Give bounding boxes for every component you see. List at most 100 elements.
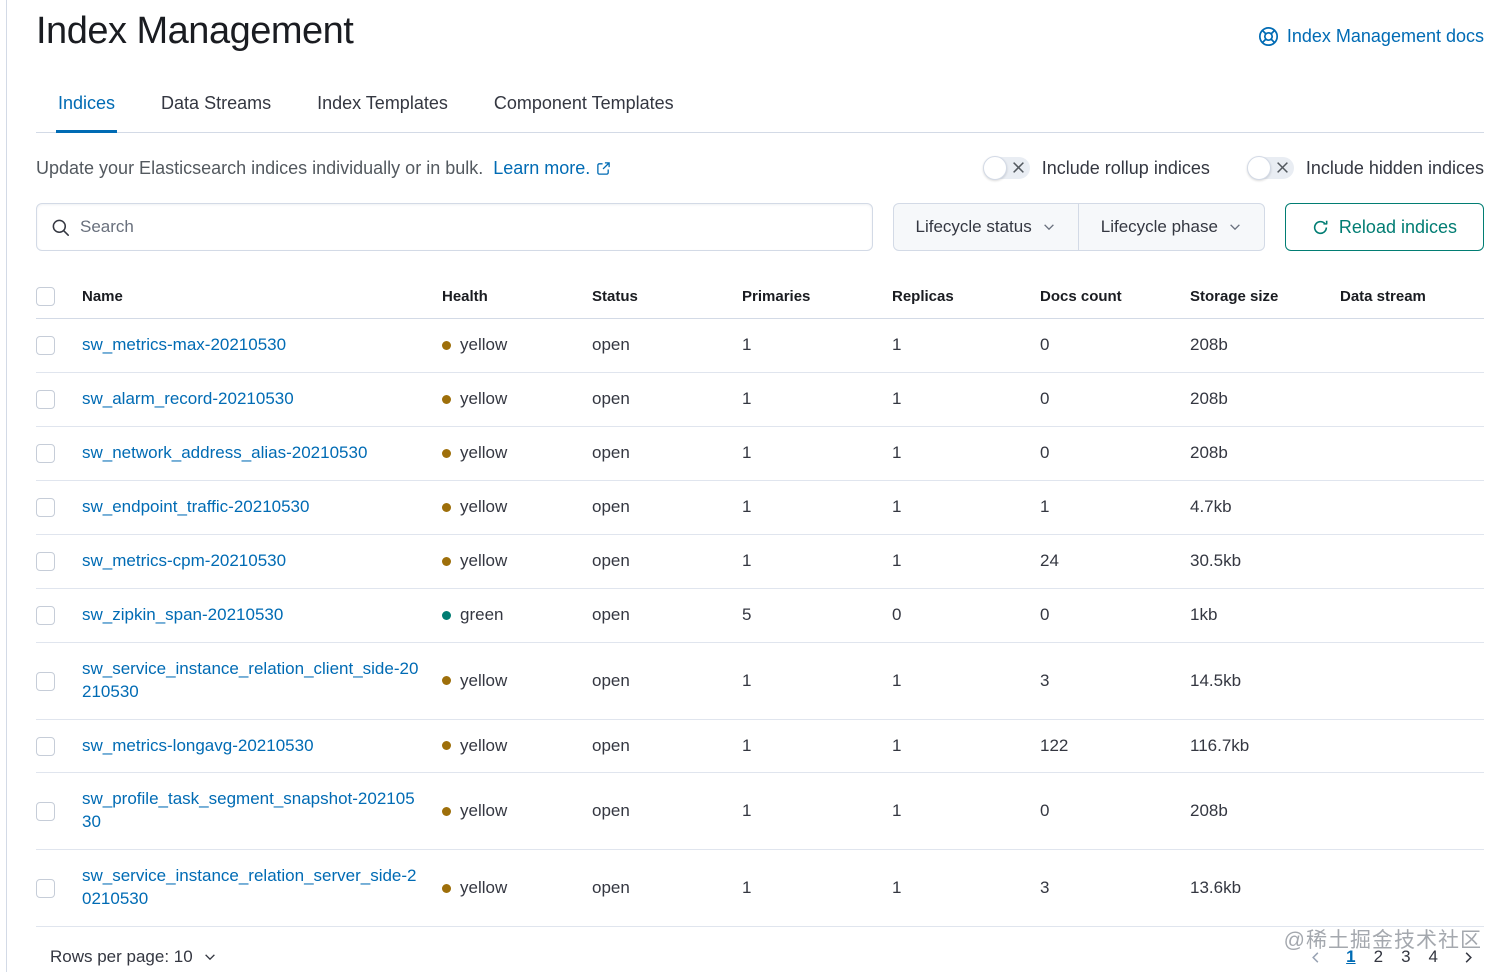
replicas-value: 1 [892,389,902,409]
filter-label: Lifecycle phase [1100,217,1218,236]
page-number-4[interactable]: 4 [1420,943,1447,971]
row-checkbox[interactable] [36,498,55,518]
help-life-ring-icon [1258,26,1279,47]
health-dot-icon [442,610,451,620]
replicas-value: 0 [892,605,902,625]
table-row: sw_service_instance_relation_client_side… [36,643,1484,720]
docs-count-value: 0 [1040,335,1050,355]
data-stream-value [1340,873,1484,903]
rows-per-page-button[interactable]: Rows per page: 10 [50,947,217,967]
search-box [36,203,873,251]
include-hidden-indices-toggle[interactable]: Include hidden indices [1246,156,1484,180]
docs-link[interactable]: Index Management docs [1258,26,1484,47]
toggle-label: Include hidden indices [1305,157,1484,178]
docs-count-value: 122 [1040,735,1069,755]
table-row: sw_metrics-max-20210530 yellow open 1 1 … [36,319,1484,373]
index-name-link[interactable]: sw_metrics-cpm-20210530 [82,550,287,570]
column-header-status: Status [592,288,638,305]
status-value: open [592,605,630,625]
health-label: yellow [460,801,508,821]
replicas-value: 1 [892,878,902,898]
table-body: sw_metrics-max-20210530 yellow open 1 1 … [36,319,1484,928]
docs-count-value: 0 [1040,443,1050,463]
storage-size-value: 4.7kb [1190,497,1232,517]
primaries-value: 1 [742,878,752,898]
health-label: green [460,605,504,625]
controls-row: Lifecycle status Lifecycle phase Reload … [36,203,1484,251]
lifecycle-status-filter[interactable]: Lifecycle status [894,204,1078,250]
lifecycle-phase-filter[interactable]: Lifecycle phase [1077,204,1264,250]
toggle-switch-off-icon [1246,156,1294,180]
previous-page-button[interactable] [1300,946,1331,969]
search-icon [51,218,70,237]
tab-index-templates[interactable]: Index Templates [317,93,448,113]
row-checkbox[interactable] [36,736,55,756]
tab-data-streams[interactable]: Data Streams [161,93,272,113]
table-row: sw_endpoint_traffic-20210530 yellow open… [36,481,1484,535]
page-left-edge [6,0,7,972]
health-label: yellow [460,497,508,517]
column-header-health: Health [442,288,488,305]
indices-table: Name Health Status Primaries Replicas Do… [36,277,1484,928]
tab-component-templates[interactable]: Component Templates [493,93,674,113]
index-name-link[interactable]: sw_metrics-max-20210530 [82,335,287,354]
data-stream-value [1340,384,1484,414]
table-row: sw_network_address_alias-20210530 yellow… [36,427,1484,481]
row-checkbox[interactable] [36,606,55,626]
storage-size-value: 208b [1190,443,1228,463]
page-description: Update your Elasticsearch indices indivi… [36,158,611,179]
cross-icon [1276,161,1289,174]
row-checkbox[interactable] [36,879,55,899]
index-name-link[interactable]: sw_service_instance_relation_server_side… [82,866,417,909]
table-header-row: Name Health Status Primaries Replicas Do… [36,277,1484,319]
search-input[interactable] [80,217,858,237]
row-checkbox[interactable] [36,671,55,691]
row-checkbox[interactable] [36,390,55,410]
health-label: yellow [460,443,508,463]
index-name-link[interactable]: sw_metrics-longavg-20210530 [82,735,314,755]
data-stream-value [1340,492,1484,522]
learn-more-link[interactable]: Learn more. [493,157,591,178]
page-number-2[interactable]: 2 [1365,943,1392,971]
row-checkbox[interactable] [36,336,55,356]
storage-size-value: 14.5kb [1190,670,1242,690]
index-name-link[interactable]: sw_profile_task_segment_snapshot-2021053… [82,789,415,832]
next-page-button[interactable] [1453,946,1484,969]
select-all-checkbox[interactable] [36,287,55,306]
replicas-value: 1 [892,335,902,355]
primaries-value: 1 [742,551,752,571]
tab-indices[interactable]: Indices [56,85,118,133]
index-name-link[interactable]: sw_zipkin_span-20210530 [82,604,284,624]
health-label: yellow [460,335,508,355]
docs-count-value: 0 [1040,605,1050,625]
index-name-link[interactable]: sw_service_instance_relation_client_side… [82,658,419,701]
chevron-down-icon [1042,220,1056,234]
column-header-docs-count: Docs count [1040,288,1122,305]
index-name-link[interactable]: sw_endpoint_traffic-20210530 [82,496,310,516]
reload-indices-button[interactable]: Reload indices [1284,203,1484,251]
health-dot-icon [442,741,451,751]
health-dot-icon [442,502,451,512]
page-number-1[interactable]: 1 [1337,943,1364,971]
health-label: yellow [460,551,508,571]
status-value: open [592,551,630,571]
table-row: sw_metrics-cpm-20210530 yellow open 1 1 … [36,535,1484,589]
replicas-value: 1 [892,497,902,517]
primaries-value: 1 [742,497,752,517]
primaries-value: 1 [742,389,752,409]
include-rollup-indices-toggle[interactable]: Include rollup indices [982,156,1210,180]
page-title: Index Management [36,10,354,52]
replicas-value: 1 [892,443,902,463]
page-number-3[interactable]: 3 [1392,943,1419,971]
row-checkbox[interactable] [36,552,55,572]
docs-count-value: 0 [1040,801,1050,821]
index-name-link[interactable]: sw_alarm_record-20210530 [82,388,294,408]
table-row: sw_alarm_record-20210530 yellow open 1 1… [36,373,1484,427]
toggle-controls: Include rollup indices Include hidden in… [982,156,1484,180]
index-name-link[interactable]: sw_network_address_alias-20210530 [82,442,368,462]
row-checkbox[interactable] [36,802,55,822]
row-checkbox[interactable] [36,444,55,464]
